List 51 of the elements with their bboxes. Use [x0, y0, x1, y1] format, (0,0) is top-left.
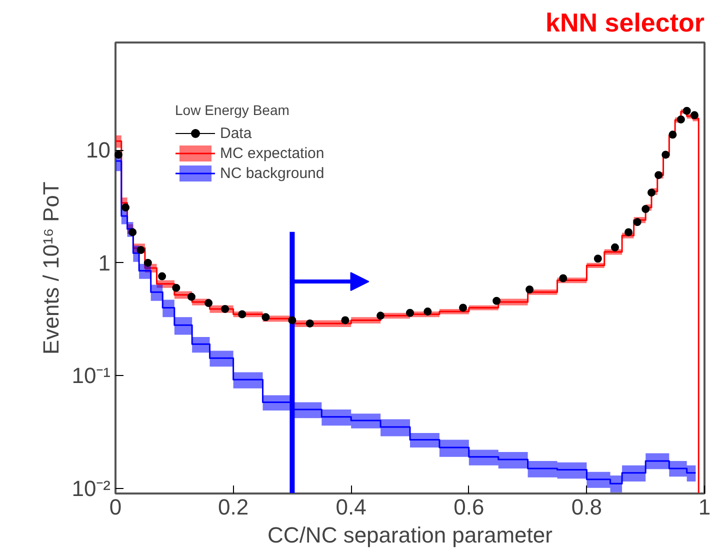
- point: [128, 228, 137, 236]
- point: [341, 316, 350, 324]
- point: [642, 205, 650, 214]
- point: [459, 304, 468, 312]
- point: [238, 310, 246, 318]
- point: [690, 111, 698, 120]
- x-tick-label: 0.4: [336, 494, 366, 520]
- point: [424, 308, 432, 316]
- point: [594, 254, 602, 263]
- point: [654, 171, 663, 180]
- point: [122, 203, 130, 212]
- x-tick-label: 0.6: [454, 494, 484, 520]
- point: [662, 150, 670, 159]
- legend-label: MC expectation: [220, 144, 324, 162]
- point: [172, 284, 180, 292]
- y-tick-label: 10: [86, 138, 111, 163]
- point: [526, 286, 534, 294]
- y-tick-label: 1: [98, 250, 111, 276]
- point: [262, 313, 270, 322]
- point: [204, 299, 213, 308]
- point: [158, 272, 166, 280]
- legend-label: NC background: [220, 164, 324, 182]
- point: [376, 312, 385, 320]
- point: [221, 304, 230, 313]
- x-tick-label: 1: [698, 494, 711, 520]
- point: [288, 316, 296, 324]
- x-tick-label: 0: [109, 494, 122, 520]
- point: [633, 218, 642, 226]
- point: [187, 292, 196, 301]
- point: [668, 130, 677, 139]
- point: [676, 115, 685, 124]
- point: [559, 274, 568, 282]
- y-axis-title: Events / 10¹⁶ PoT: [38, 182, 64, 354]
- point: [406, 308, 414, 317]
- point: [624, 228, 633, 236]
- point: [144, 258, 152, 267]
- point: [136, 246, 145, 254]
- x-tick-label: 0.8: [571, 494, 602, 520]
- point: [114, 150, 122, 159]
- point: [492, 296, 501, 305]
- chart-title: kNN selector: [546, 8, 705, 38]
- x-axis-title: CC/NC separation parameter: [268, 522, 552, 548]
- legend-title: Low Energy Beam: [175, 102, 290, 118]
- x-tick-label: 0.2: [218, 494, 249, 520]
- point: [647, 188, 656, 197]
- point: [610, 243, 619, 252]
- y-tick-label: 10⁻²: [72, 476, 110, 501]
- y-tick-label: 10⁻¹: [72, 363, 110, 388]
- legend-label: Data: [220, 124, 252, 142]
- point: [682, 106, 691, 115]
- point: [306, 319, 314, 328]
